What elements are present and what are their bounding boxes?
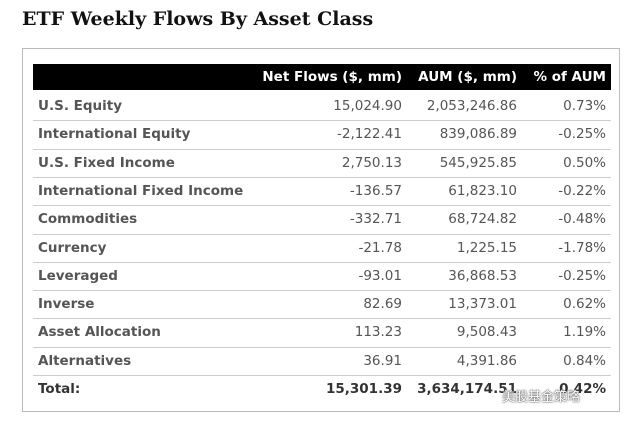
table-frame xyxy=(22,48,620,412)
cell-value: 2,053,246.86 xyxy=(426,98,517,114)
row-divider xyxy=(33,346,611,348)
row-label: Leveraged xyxy=(38,267,118,284)
row-label: Asset Allocation xyxy=(38,324,161,341)
cell-value: 36.91 xyxy=(363,352,402,369)
cell-value: -0.25% xyxy=(558,267,606,284)
cell-value: 4,391.86 xyxy=(456,352,517,369)
header-bar xyxy=(33,64,611,90)
cell-value: 0.62% xyxy=(563,296,606,313)
cell-value: 82.69 xyxy=(363,296,402,313)
row-divider xyxy=(33,233,611,235)
cell-value: -1.78% xyxy=(558,239,606,256)
row-label: International Equity xyxy=(38,126,191,143)
cell-value: -0.48% xyxy=(558,211,606,228)
cell-value: 545,925.85 xyxy=(439,154,517,171)
row-divider xyxy=(33,261,611,263)
cell-value: 9,508.43 xyxy=(456,324,517,341)
cell-value: -0.22% xyxy=(558,182,606,199)
cell-value: 3,634,174.51 xyxy=(417,381,517,397)
cell-value: -93.01 xyxy=(358,267,402,284)
cell-value: 1.19% xyxy=(563,324,606,341)
row-label: Alternatives xyxy=(38,352,132,369)
cell-value: -21.78 xyxy=(358,239,402,256)
cell-value: -136.57 xyxy=(349,182,402,199)
cell-value: 113.23 xyxy=(354,324,402,341)
watermark: 美股基金策略 xyxy=(502,390,581,405)
row-divider xyxy=(33,290,611,292)
cell-value: 68,724.82 xyxy=(448,211,517,228)
title: ETF Weekly Flows By Asset Class xyxy=(22,8,374,30)
cell-value: -0.25% xyxy=(558,126,606,143)
row-divider xyxy=(33,205,611,207)
cell-value: 0.84% xyxy=(563,352,606,369)
row-label: International Fixed Income xyxy=(38,182,244,199)
cell-value: 839,086.89 xyxy=(439,126,517,143)
row-divider xyxy=(33,375,611,376)
row-divider xyxy=(33,148,611,150)
row-label: Currency xyxy=(38,239,107,256)
cell-value: 61,823.10 xyxy=(448,182,517,199)
row-divider xyxy=(33,176,611,178)
row-divider xyxy=(33,318,611,320)
row-label: U.S. Equity xyxy=(38,98,123,114)
row-label: Total: xyxy=(38,381,81,397)
cell-value: 15,024.90 xyxy=(333,98,402,114)
cell-value: 1,225.15 xyxy=(456,239,517,256)
cell-value: -332.71 xyxy=(349,211,402,228)
cell-value: -2,122.41 xyxy=(337,126,402,143)
cell-value: 2,750.13 xyxy=(341,154,402,171)
column-header: Net Flows ($, mm) xyxy=(262,69,402,85)
cell-value: 13,373.01 xyxy=(448,296,517,313)
cell-value: 0.50% xyxy=(563,154,606,171)
cell-value: 36,868.53 xyxy=(448,267,517,284)
column-header: % of AUM xyxy=(533,69,606,85)
cell-value: 15,301.39 xyxy=(325,381,402,397)
row-label: Commodities xyxy=(38,211,138,228)
row-label: U.S. Fixed Income xyxy=(38,154,175,171)
row-divider xyxy=(33,120,611,122)
column-header: AUM ($, mm) xyxy=(418,69,517,85)
cell-value: 0.42% xyxy=(559,381,606,397)
row-label: Inverse xyxy=(38,296,95,313)
cell-value: 0.73% xyxy=(563,98,606,114)
